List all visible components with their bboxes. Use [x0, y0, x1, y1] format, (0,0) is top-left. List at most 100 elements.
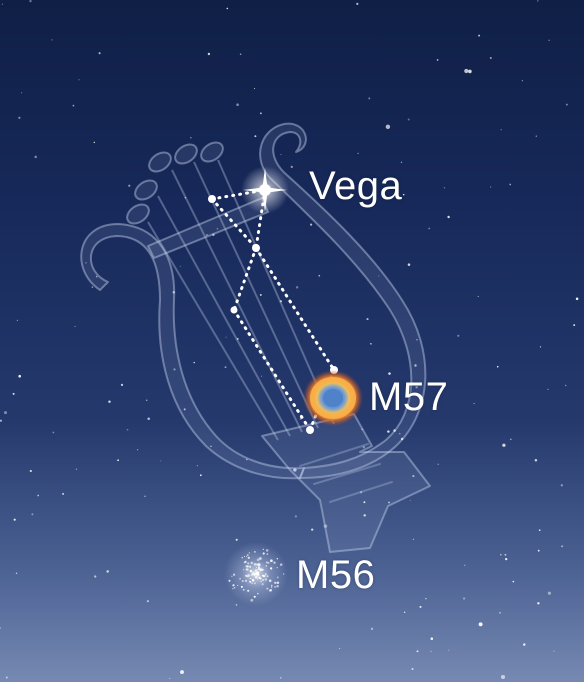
background-star: [361, 428, 363, 430]
background-star: [21, 92, 23, 94]
constellation-stars: [208, 195, 338, 434]
background-star: [75, 468, 77, 470]
background-star: [169, 677, 171, 680]
cluster-star: [241, 580, 244, 583]
background-star: [179, 265, 181, 267]
background-star: [279, 676, 282, 679]
background-star: [137, 449, 139, 451]
background-star: [144, 495, 146, 498]
cluster-star: [254, 575, 258, 579]
cluster-star: [247, 556, 250, 559]
background-star: [509, 183, 512, 186]
background-star: [259, 293, 262, 296]
background-star: [16, 319, 19, 322]
background-star: [51, 39, 53, 41]
background-star: [184, 196, 187, 199]
cluster-star: [247, 562, 250, 565]
cluster-star: [249, 581, 252, 583]
cluster-star: [258, 568, 260, 571]
background-star: [537, 549, 540, 552]
background-star: [409, 499, 411, 501]
background-star: [502, 443, 506, 447]
background-star: [290, 165, 293, 169]
background-star: [414, 364, 417, 367]
background-star: [94, 575, 97, 578]
cluster-star: [274, 586, 277, 588]
background-star: [496, 365, 499, 368]
background-star: [539, 346, 542, 348]
background-star: [29, 0, 32, 3]
cluster-star: [268, 562, 270, 564]
globular-cluster-m56: [224, 542, 288, 606]
cluster-star: [241, 557, 243, 559]
background-star: [388, 372, 391, 375]
background-star: [245, 458, 248, 461]
background-star: [15, 572, 18, 574]
background-star: [72, 104, 75, 107]
background-star: [1, 3, 3, 5]
background-star: [412, 538, 414, 540]
background-star: [120, 383, 124, 387]
background-star: [447, 215, 450, 219]
background-star: [457, 334, 460, 337]
background-star: [478, 34, 481, 37]
cluster-star: [257, 592, 259, 595]
background-star: [117, 459, 119, 462]
background-star: [575, 297, 579, 301]
background-star: [293, 468, 297, 472]
background-star: [473, 402, 475, 405]
cluster-star: [254, 551, 256, 553]
background-star: [226, 7, 229, 10]
cluster-star: [276, 566, 278, 569]
star-epsilon-lyrae: [252, 244, 260, 252]
background-star: [565, 103, 568, 106]
background-star: [538, 529, 541, 532]
background-star: [407, 263, 411, 266]
background-star: [0, 419, 2, 422]
cluster-star: [261, 568, 264, 571]
background-star: [146, 600, 149, 603]
background-star: [108, 400, 111, 403]
background-star: [535, 135, 537, 137]
cluster-star: [262, 552, 265, 555]
background-star: [500, 129, 502, 131]
background-star: [34, 155, 37, 159]
cluster-star: [258, 576, 261, 579]
background-star: [199, 474, 202, 477]
background-star: [85, 262, 87, 264]
cluster-star: [253, 570, 255, 572]
background-star: [311, 528, 314, 531]
cluster-star: [262, 548, 264, 550]
background-star: [160, 460, 162, 462]
background-star: [411, 667, 414, 671]
background-star: [172, 290, 176, 294]
background-star: [477, 295, 479, 297]
cluster-star: [232, 584, 235, 587]
lyre-left-arm: [80, 223, 305, 480]
background-star: [448, 649, 450, 652]
cluster-star: [265, 565, 268, 567]
background-star: [126, 428, 129, 431]
background-star: [462, 597, 466, 600]
cluster-star: [253, 575, 255, 577]
background-star: [37, 494, 40, 497]
cluster-star: [249, 570, 252, 572]
lyre-illustration: [80, 122, 431, 553]
background-star: [385, 124, 391, 129]
background-star: [216, 227, 219, 230]
background-star: [415, 385, 418, 389]
background-star: [18, 374, 22, 378]
cluster-star: [279, 563, 283, 566]
cluster-star: [260, 580, 262, 583]
background-star: [363, 501, 366, 504]
background-star: [504, 553, 507, 556]
background-star: [235, 538, 238, 541]
cluster-star: [264, 578, 268, 581]
background-star: [239, 53, 242, 55]
background-star: [74, 325, 76, 327]
background-star: [378, 275, 380, 277]
background-star: [500, 674, 506, 680]
cluster-star: [248, 552, 250, 554]
